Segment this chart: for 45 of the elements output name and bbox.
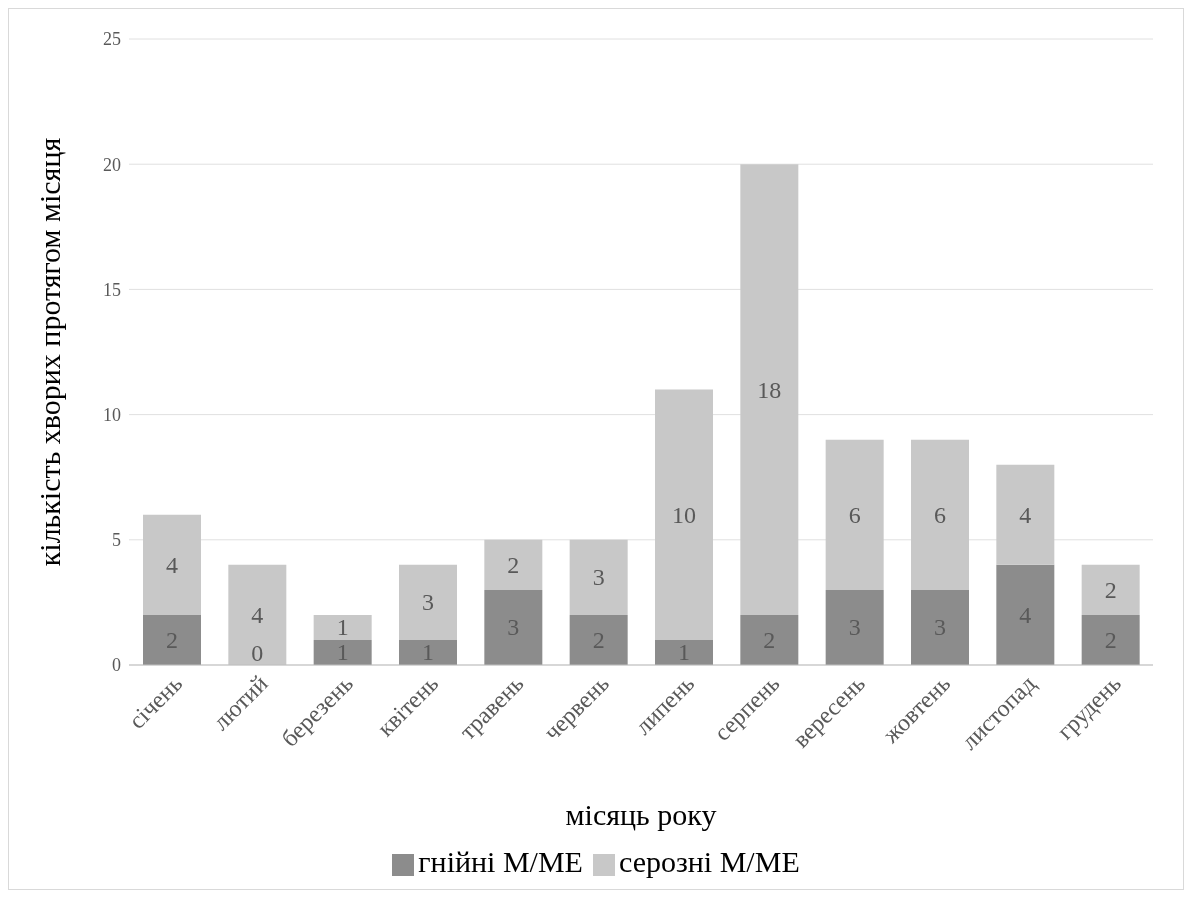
y-tick-label: 25 (103, 29, 121, 50)
data-label: 6 (848, 501, 861, 528)
y-tick-label: 10 (103, 404, 121, 425)
bar (484, 539, 543, 590)
data-label: 4 (251, 601, 264, 628)
data-label: 4 (166, 551, 178, 578)
bar (484, 589, 543, 665)
data-label: 1 (336, 614, 349, 641)
bar (911, 439, 969, 590)
data-label: 6 (934, 501, 946, 528)
bar (569, 614, 628, 665)
data-label: 2 (1104, 576, 1117, 603)
bar (1081, 564, 1140, 615)
bar (740, 614, 799, 665)
bar (1081, 614, 1140, 665)
data-label: 0 (251, 640, 264, 666)
bar (911, 589, 969, 665)
bar (313, 639, 372, 665)
y-tick-label: 5 (112, 530, 121, 551)
y-axis-title: кількість хворих протягом місяця (32, 137, 66, 567)
bar (740, 164, 799, 615)
data-label: 3 (592, 564, 605, 591)
bar (143, 614, 201, 665)
bar (825, 439, 884, 590)
y-tick-label: 20 (103, 154, 121, 175)
bar (655, 639, 713, 665)
bar (996, 564, 1055, 665)
x-axis-title: місяць року (565, 798, 717, 831)
data-label: 3 (422, 589, 434, 616)
bar (825, 589, 884, 665)
bar (399, 564, 457, 640)
bar (996, 464, 1055, 565)
bar (655, 389, 713, 640)
data-label: 2 (507, 551, 520, 578)
bar (399, 639, 457, 665)
legend-label: гнійні М/МЕ (418, 845, 583, 878)
y-tick-label: 15 (103, 279, 121, 300)
data-label: 4 (1019, 501, 1032, 528)
data-label: 18 (757, 376, 782, 403)
legend-label: серозні М/МЕ (618, 845, 800, 878)
bar (313, 614, 372, 640)
data-label: 10 (672, 501, 696, 528)
bar (569, 539, 628, 615)
y-tick-label: 0 (112, 655, 121, 676)
bar (143, 514, 201, 615)
